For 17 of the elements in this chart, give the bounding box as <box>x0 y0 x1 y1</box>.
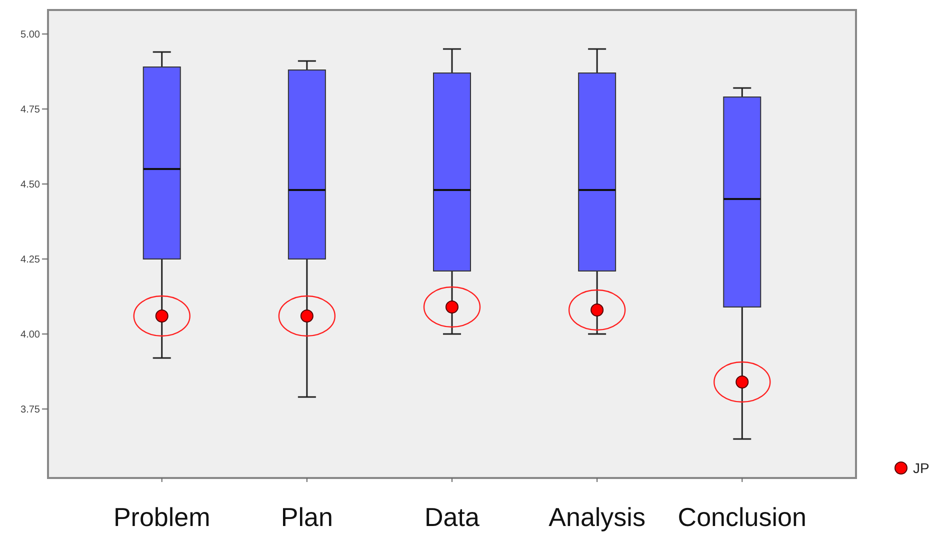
y-tick-label: 4.00 <box>20 330 40 340</box>
x-tick-label: Problem <box>113 502 210 532</box>
y-tick-label: 5.00 <box>20 30 40 40</box>
point <box>300 310 314 322</box>
y-tick-label: 4.25 <box>20 254 40 266</box>
x-tick-label: Data <box>424 502 480 532</box>
x-tick-label: Plan <box>280 502 333 532</box>
y-tick-label: 4.75 <box>20 104 40 116</box>
legend-label: JP <box>913 460 930 476</box>
point <box>446 300 458 314</box>
point <box>736 376 749 388</box>
point <box>155 310 168 322</box>
x-tick-label: Conclusion <box>678 502 806 532</box>
point <box>590 304 604 316</box>
y-tick-label: 4.50 <box>20 180 40 190</box>
x-tick-label: Analysis <box>548 502 646 532</box>
y-tick-label: 3.75 <box>20 404 40 416</box>
